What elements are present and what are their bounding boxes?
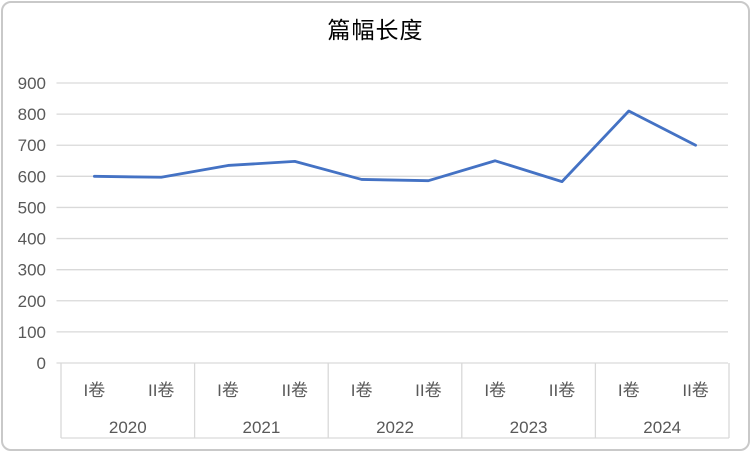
category-tick-label-2021-2: II卷 <box>282 381 308 400</box>
year-group-label-2024: 2024 <box>643 418 681 437</box>
year-group-label-2023: 2023 <box>510 418 548 437</box>
category-tick-label-2022-1: I卷 <box>351 381 373 400</box>
year-group-label-2021: 2021 <box>242 418 280 437</box>
category-tick-label-2023-1: I卷 <box>484 381 506 400</box>
category-tick-label-2024-2: II卷 <box>682 381 708 400</box>
y-axis-tick-label-800: 800 <box>18 105 46 124</box>
category-tick-label-2022-2: II卷 <box>415 381 441 400</box>
year-group-label-2022: 2022 <box>376 418 414 437</box>
y-axis-tick-label-900: 900 <box>18 74 46 93</box>
y-axis-tick-label-0: 0 <box>37 354 46 373</box>
y-axis-tick-label-200: 200 <box>18 292 46 311</box>
category-tick-label-2024-1: I卷 <box>618 381 640 400</box>
y-axis-tick-label-300: 300 <box>18 261 46 280</box>
y-axis-tick-label-400: 400 <box>18 230 46 249</box>
y-axis-tick-label-100: 100 <box>18 323 46 342</box>
chart-title: 篇幅长度 <box>327 17 424 43</box>
category-tick-label-2023-2: II卷 <box>549 381 575 400</box>
year-group-label-2020: 2020 <box>109 418 147 437</box>
category-tick-label-2020-2: II卷 <box>148 381 174 400</box>
series-line <box>93 109 697 184</box>
y-axis-tick-label-700: 700 <box>18 136 46 155</box>
y-axis-tick-label-500: 500 <box>18 198 46 217</box>
category-tick-label-2020-1: I卷 <box>84 381 106 400</box>
y-axis-tick-label-600: 600 <box>18 167 46 186</box>
category-tick-label-2021-1: I卷 <box>217 381 239 400</box>
